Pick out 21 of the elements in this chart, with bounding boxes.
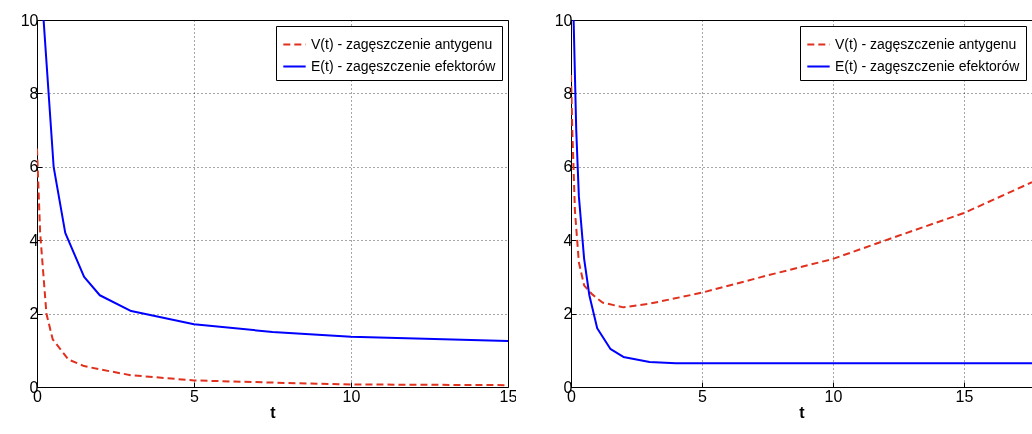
x-axis-title: t (799, 403, 806, 421)
line-series (42, 20, 508, 343)
legend-label: V(t) - zagęszczenie antygenu (835, 35, 1017, 52)
x-tick-label: 10 (342, 387, 361, 405)
line-series (571, 74, 1032, 309)
x-axis-title: t (270, 403, 277, 421)
legend-label: V(t) - zagęszczenie antygenu (311, 35, 493, 52)
y-tick-label: 2 (29, 305, 39, 323)
x-tick-label: 5 (698, 387, 708, 405)
x-tick-label: 5 (190, 387, 200, 405)
x-tick-label: 10 (824, 387, 843, 405)
legend-label: E(t) - zagęszczenie efektorów (835, 57, 1021, 74)
y-tick-label: 4 (29, 231, 39, 249)
x-tick-label: 15 (955, 387, 974, 405)
y-tick-label: 2 (563, 305, 573, 323)
y-tick-label: 10 (20, 11, 39, 29)
y-tick-label: 4 (563, 231, 573, 249)
line-series (572, 20, 1032, 365)
legend-label: E(t) - zagęszczenie efektorów (311, 57, 497, 74)
y-tick-label: 10 (554, 11, 573, 29)
x-tick-label: 15 (499, 387, 518, 405)
